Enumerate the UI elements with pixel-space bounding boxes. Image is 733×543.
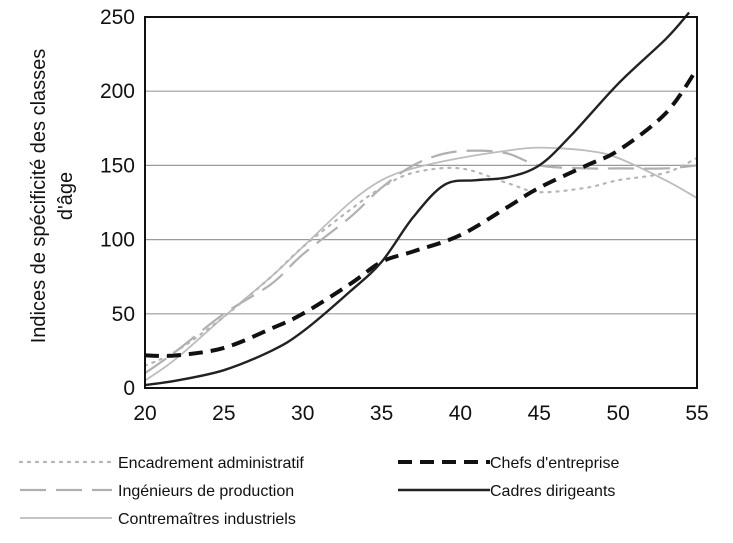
y-tick-label: 150 [100, 154, 135, 177]
series-line-chefs-d-entreprise [144, 67, 699, 358]
y-tick-label: 200 [100, 80, 135, 103]
series-line-cadres-dirigeants [144, 11, 691, 387]
legend-item: Chefs d'entreprise [398, 455, 619, 472]
legend-label: Encadrement administratif [118, 455, 304, 472]
series-line-contremaitres-industriels [144, 146, 698, 382]
series-line-encadrement-administratif [143, 156, 699, 367]
legend-item: Contremaîtres industriels [20, 511, 296, 528]
y-tick-label: 0 [123, 377, 135, 400]
x-tick-labels: 20 25 30 35 40 45 50 55 [133, 402, 708, 425]
x-tick-label: 40 [449, 402, 472, 425]
x-tick-label: 20 [133, 402, 156, 425]
series-lines [143, 11, 699, 387]
plot-frame [144, 16, 698, 389]
y-tick-label: 100 [100, 229, 135, 252]
legend-label: Cadres dirigeants [490, 483, 615, 500]
x-tick-label: 30 [291, 402, 314, 425]
legend-item: Cadres dirigeants [398, 483, 615, 500]
y-tick-label: 250 [100, 6, 135, 29]
x-tick-label: 50 [606, 402, 629, 425]
legend-item: Encadrement administratif [18, 455, 304, 472]
x-tick-label: 55 [685, 402, 708, 425]
y-axis-label: Indices de spécificité des classes d'âge [28, 49, 77, 344]
gridlines [145, 90, 697, 315]
x-tick-label: 25 [212, 402, 235, 425]
y-axis-label-line: Indices de spécificité des classes [28, 49, 50, 344]
legend-label: Ingénieurs de production [118, 483, 294, 500]
y-tick-label: 50 [112, 303, 135, 326]
x-tick-label: 35 [370, 402, 393, 425]
legend-item: Ingénieurs de production [20, 483, 294, 500]
x-tick-label: 45 [528, 402, 551, 425]
y-axis-label-line: d'âge [55, 172, 77, 220]
y-tick-labels: 0 50 100 150 200 250 [100, 6, 135, 400]
legend-label: Contremaîtres industriels [118, 511, 296, 528]
legend: Encadrement administratif Chefs d'entrepr… [18, 455, 619, 528]
legend-label: Chefs d'entreprise [490, 455, 619, 472]
series-line-ingenieurs-de-production [144, 149, 698, 375]
